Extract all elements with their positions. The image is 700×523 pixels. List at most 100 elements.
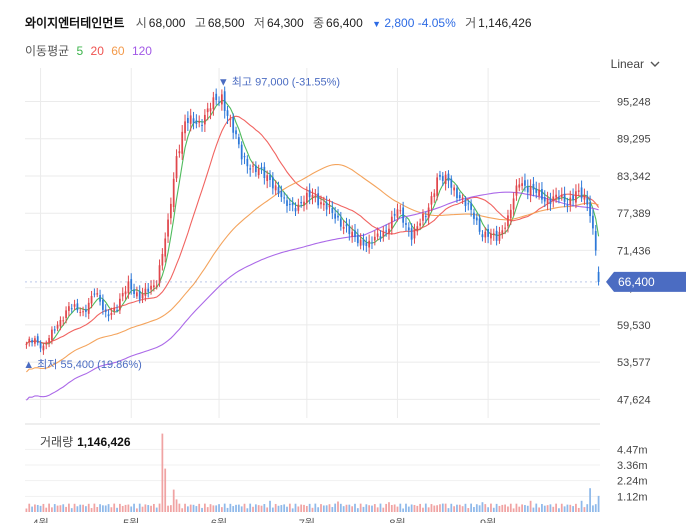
candle-body bbox=[512, 198, 515, 210]
volume-bar bbox=[266, 507, 269, 512]
volume-bar bbox=[555, 503, 557, 512]
month-tick-label: 8월 bbox=[389, 517, 405, 523]
month-tick-label: 6월 bbox=[211, 517, 227, 523]
month-tick-label: 9월 bbox=[480, 517, 496, 523]
ma-20-label[interactable]: 20 bbox=[90, 44, 104, 58]
ma-legend-label: 이동평균 bbox=[25, 44, 70, 58]
volume-bar bbox=[45, 507, 48, 512]
volume-bar bbox=[82, 504, 84, 512]
candle-body bbox=[266, 175, 269, 181]
volume-bar bbox=[209, 504, 212, 512]
volume-bar bbox=[339, 503, 342, 512]
candle-body bbox=[277, 186, 280, 194]
volume-bar bbox=[487, 507, 489, 512]
ma-60-line bbox=[26, 163, 599, 373]
candle-body bbox=[379, 236, 382, 239]
volume-bar bbox=[407, 506, 410, 512]
candle-body bbox=[458, 195, 461, 199]
volume-bar bbox=[447, 508, 450, 512]
volume-bar bbox=[373, 504, 376, 512]
change-percent: -4.05% bbox=[417, 16, 456, 30]
candle-body bbox=[155, 285, 158, 287]
candle-body bbox=[184, 121, 186, 134]
candle-body bbox=[390, 216, 393, 229]
volume-bar bbox=[260, 505, 263, 512]
volume-tick-label: 3.36m bbox=[617, 460, 648, 472]
candle-body bbox=[368, 240, 371, 248]
volume-bar bbox=[492, 507, 495, 512]
candle-body bbox=[203, 114, 206, 125]
volume-bar bbox=[206, 507, 209, 512]
candle-body bbox=[413, 228, 416, 239]
ma-120-label[interactable]: 120 bbox=[131, 44, 152, 58]
candle-body bbox=[405, 223, 407, 225]
candle-body bbox=[365, 242, 368, 246]
volume-bar bbox=[136, 508, 138, 512]
volume-bar bbox=[456, 504, 458, 512]
candle-body bbox=[133, 289, 135, 295]
annotations: ▼ 최고 97,000 (-31.55%) ▲ 최저 55,400 (19.86%… bbox=[23, 76, 686, 371]
candle-body bbox=[594, 231, 597, 251]
candle-body bbox=[407, 227, 410, 231]
volume-bar bbox=[317, 507, 320, 512]
candle-body bbox=[178, 151, 181, 154]
candle-body bbox=[572, 195, 574, 200]
candle-body bbox=[158, 265, 161, 284]
candle-body bbox=[538, 189, 540, 196]
candle-body bbox=[229, 118, 232, 120]
candle-body bbox=[42, 345, 45, 351]
volume-bar bbox=[356, 508, 359, 512]
ma-60-label[interactable]: 60 bbox=[111, 44, 125, 58]
candle-body bbox=[498, 231, 501, 241]
candle-body bbox=[175, 156, 178, 179]
volume-bar bbox=[424, 503, 427, 512]
volume-bar bbox=[53, 504, 56, 512]
volume-bar bbox=[351, 506, 354, 512]
volume-bar bbox=[201, 507, 203, 512]
volume-bar bbox=[153, 503, 155, 512]
candle-body bbox=[396, 209, 399, 218]
candle-body bbox=[399, 210, 402, 212]
volume-bar bbox=[354, 503, 356, 512]
candle-body bbox=[107, 314, 110, 317]
moving-average-legend: 이동평균 5 20 60 120 bbox=[25, 42, 156, 59]
volume-bar bbox=[382, 507, 385, 512]
change: ▼ 2,800 -4.05% bbox=[372, 16, 456, 30]
volume-bar bbox=[65, 506, 67, 512]
candle-body bbox=[521, 183, 523, 186]
volume-tick-label: 4.47m bbox=[617, 444, 648, 456]
candle-body bbox=[453, 187, 456, 191]
candle-body bbox=[393, 214, 396, 216]
candle-body bbox=[104, 309, 107, 313]
volume-bar bbox=[334, 503, 337, 512]
volume-bar bbox=[478, 505, 481, 512]
volume-bar bbox=[549, 504, 552, 512]
price-axis: 95,24889,29583,34277,38971,43665,48359,5… bbox=[617, 96, 651, 406]
candle-body bbox=[334, 213, 337, 219]
volume-bar bbox=[36, 504, 39, 512]
scale-dropdown[interactable]: Linear bbox=[611, 57, 660, 71]
candle-body bbox=[110, 312, 113, 316]
candle-body bbox=[147, 288, 150, 292]
volume-bar bbox=[314, 503, 317, 512]
candle-body bbox=[263, 166, 266, 178]
candle-body bbox=[348, 225, 351, 235]
volume-bar bbox=[393, 504, 396, 512]
volume-bar bbox=[192, 504, 195, 512]
candle-body bbox=[25, 343, 28, 345]
candle-body bbox=[589, 202, 591, 217]
high-value: 68,500 bbox=[207, 16, 245, 30]
candle-body bbox=[246, 158, 249, 167]
volume-bar bbox=[507, 506, 509, 512]
volume-bar bbox=[439, 504, 441, 512]
volume-bar bbox=[589, 488, 591, 512]
candle-body bbox=[280, 190, 283, 198]
candle-body bbox=[422, 213, 424, 221]
candle-body bbox=[206, 108, 209, 113]
candle-body bbox=[240, 144, 243, 160]
candle-body bbox=[475, 217, 478, 221]
candle-body bbox=[119, 298, 121, 311]
ma-5-label[interactable]: 5 bbox=[76, 44, 84, 58]
candle-body bbox=[45, 343, 48, 345]
